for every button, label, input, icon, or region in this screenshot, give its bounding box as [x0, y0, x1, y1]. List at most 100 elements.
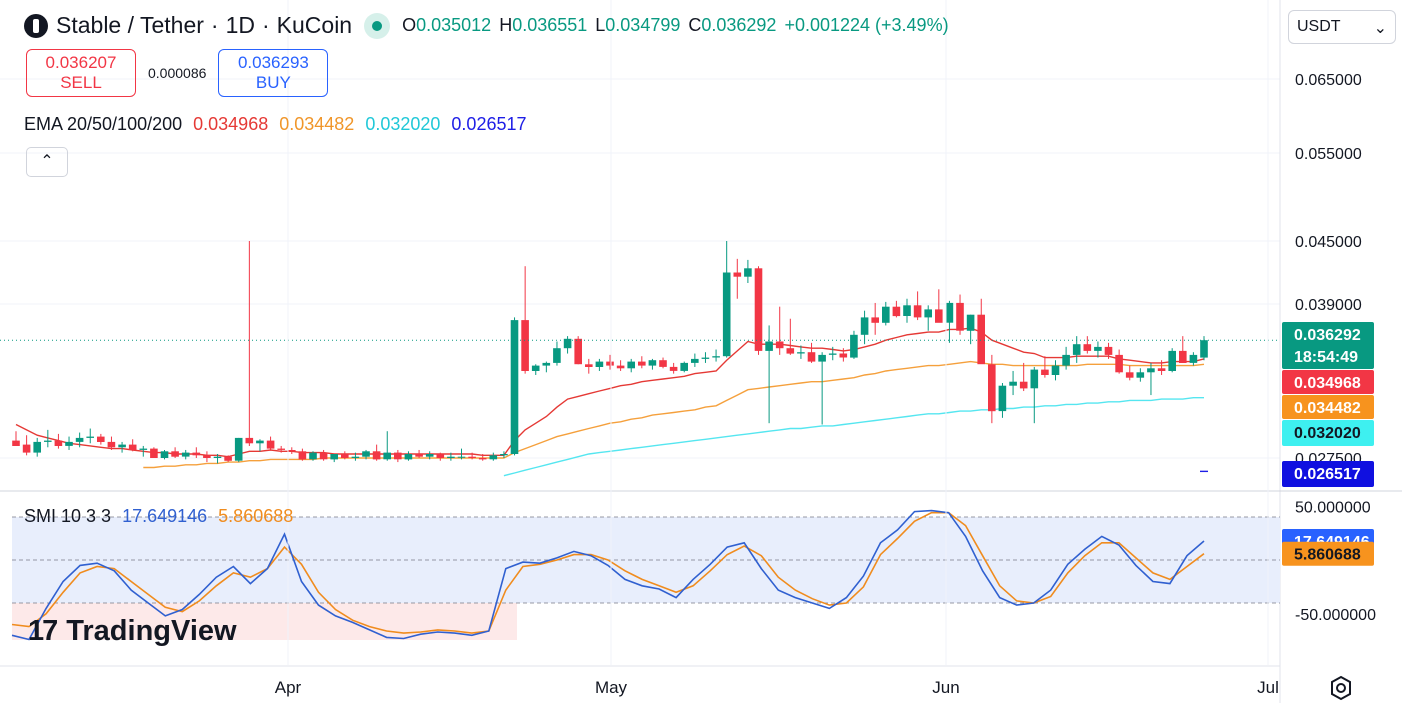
candle-body: [956, 302, 964, 331]
candle-body: [563, 338, 572, 349]
candle: [1019, 362, 1028, 392]
candle: [245, 241, 254, 446]
candle: [213, 453, 222, 464]
symbol-pair[interactable]: Stable / Tether: [56, 12, 204, 38]
last-price-tag-text: 18:54:49: [1294, 349, 1358, 366]
smi-tick-label: -50.000000: [1295, 607, 1376, 624]
candle-body: [691, 358, 699, 363]
candle-body: [44, 440, 52, 442]
ema20-line: [15, 327, 1205, 458]
market-status-icon[interactable]: [364, 12, 391, 39]
candle: [648, 358, 657, 370]
candle-body: [945, 302, 954, 323]
candle-body: [712, 356, 720, 358]
candle-body: [807, 352, 816, 362]
ohlc-low: 0.034799: [605, 15, 681, 35]
candle: [1168, 348, 1176, 373]
candle: [574, 336, 582, 365]
candle-body: [1041, 369, 1049, 375]
candle-body: [97, 436, 105, 442]
candle-body: [309, 452, 317, 460]
candle-body: [341, 454, 349, 458]
candle-body: [33, 441, 41, 453]
currency-select[interactable]: USDT ⌄: [1288, 10, 1396, 44]
candle-body: [171, 451, 179, 457]
candle: [192, 447, 201, 458]
candle-body: [213, 456, 222, 458]
candle-body: [12, 440, 20, 446]
candle-body: [616, 365, 625, 369]
candle: [988, 354, 996, 424]
candle-body: [935, 309, 943, 323]
ema200-value: 0.026517: [451, 114, 527, 134]
chevron-up-icon: ⌃: [40, 153, 54, 170]
candle-body: [722, 272, 731, 357]
candle-body: [1072, 344, 1081, 355]
sell-button[interactable]: 0.036207 SELL: [26, 49, 136, 97]
ema-legend-label: EMA 20/50/100/200: [24, 114, 183, 134]
tradingview-wordmark: TradingView: [66, 615, 237, 647]
candle: [288, 447, 296, 454]
ema50-tag-text: 0.034482: [1294, 400, 1361, 417]
candle-body: [1179, 350, 1187, 363]
smi-legend[interactable]: SMI 10 3 3 17.649146 5.860688: [24, 506, 293, 527]
candle-body: [669, 366, 678, 371]
ema-legend[interactable]: EMA 20/50/100/200 0.034968 0.034482 0.03…: [24, 114, 527, 135]
candle: [139, 445, 148, 457]
collapse-legend-button[interactable]: ⌃: [26, 147, 68, 177]
candle-body: [192, 452, 201, 456]
candle: [54, 433, 63, 449]
candle-body: [903, 305, 911, 316]
candle-body: [1019, 381, 1028, 389]
candle-body: [638, 361, 646, 366]
smi-oversold-fill: [12, 603, 517, 640]
candle-body: [913, 305, 922, 318]
time-tick-label: Jun: [932, 678, 959, 697]
tradingview-mark-icon: 17: [28, 615, 58, 647]
candle-body: [1062, 354, 1070, 366]
symbol-interval[interactable]: 1D: [225, 12, 255, 38]
candle-body: [1083, 344, 1092, 351]
candle-body: [1104, 346, 1113, 355]
smi-value: 17.649146: [122, 506, 208, 526]
tradingview-logo[interactable]: 17 TradingView: [28, 615, 237, 648]
candle-body: [966, 314, 975, 331]
candle: [383, 431, 391, 461]
candle-body: [1168, 350, 1176, 371]
candle: [712, 349, 720, 362]
settings-gear-icon[interactable]: [1328, 675, 1354, 701]
candle: [1189, 352, 1198, 366]
candle: [563, 336, 572, 354]
candle-body: [181, 452, 190, 457]
candle: [977, 298, 985, 365]
candle: [966, 314, 975, 345]
candle-body: [1030, 369, 1039, 389]
buy-button[interactable]: 0.036293 BUY: [218, 49, 329, 97]
candle-body: [977, 314, 985, 365]
candle-body: [362, 451, 370, 457]
ema50-value: 0.034482: [279, 114, 355, 134]
candle-body: [733, 272, 742, 277]
candle: [1200, 336, 1208, 361]
ohlc-change: +0.001224 (+3.49%): [784, 15, 949, 35]
candle-body: [447, 456, 455, 458]
candle: [436, 452, 445, 461]
ema100-tag-text: 0.032020: [1294, 425, 1361, 442]
candle: [956, 294, 964, 335]
candle: [754, 266, 763, 355]
candle: [44, 429, 52, 448]
candle: [309, 451, 317, 461]
candle: [468, 452, 476, 460]
candle: [531, 364, 540, 375]
ema100-value: 0.032020: [365, 114, 441, 134]
ema20-tag: 0.034968: [1282, 370, 1374, 394]
candle-body: [818, 354, 826, 362]
candle: [553, 341, 561, 366]
candle: [362, 449, 370, 460]
candle-body: [404, 454, 413, 460]
candle: [500, 451, 508, 458]
candle: [691, 353, 699, 367]
main-pane: [12, 241, 1208, 477]
candle-body: [383, 452, 391, 460]
